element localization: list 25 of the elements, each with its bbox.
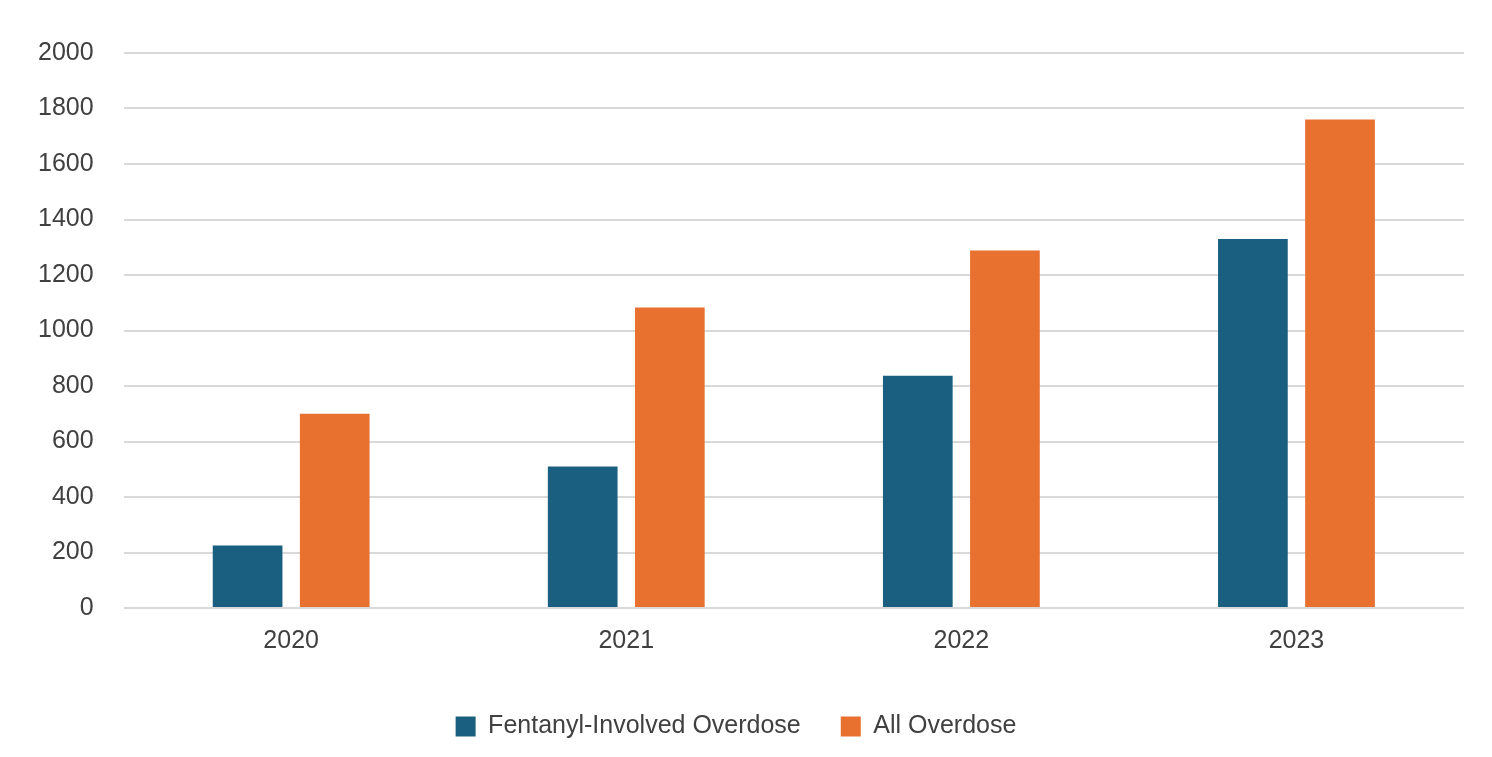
legend-label: All Overdose [873,710,1017,739]
bar [1218,238,1288,607]
y-tick-label: 1200 [37,258,94,287]
y-tick-label: 200 [51,536,94,565]
y-tick-label: 400 [51,480,94,509]
bar [634,307,705,607]
x-tick-label: 2022 [933,624,990,653]
x-tick-label: 2021 [598,624,655,653]
y-tick-label: 0 [79,591,94,620]
y-tick-label: 1000 [37,314,94,343]
bar [970,250,1040,607]
x-tick-label: 2020 [263,624,319,653]
y-tick-label: 600 [51,425,94,454]
bar [547,466,618,607]
legend-label: Fentanyl-Involved Overdose [488,710,801,739]
y-tick-label: 1800 [37,92,94,121]
y-tick-label: 800 [51,369,94,398]
x-tick-label: 2023 [1268,624,1325,653]
y-tick-label: 2000 [37,36,94,65]
bar [1305,119,1375,607]
y-tick-label: 1600 [37,147,94,176]
bar [212,545,283,607]
y-tick-label: 1400 [37,203,94,232]
bar [299,413,370,607]
bar [882,375,953,607]
